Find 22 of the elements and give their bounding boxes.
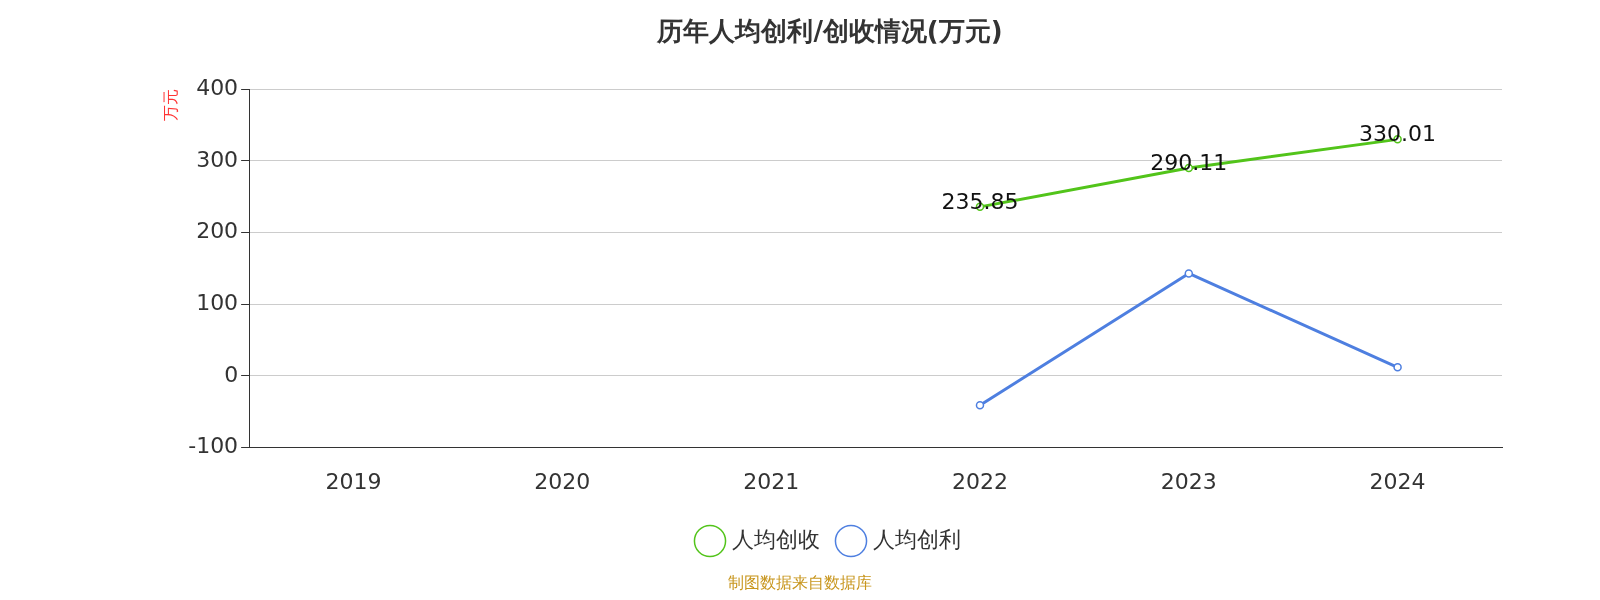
x-tick-label: 2022 xyxy=(951,468,1008,494)
x-tick-label: 2020 xyxy=(534,468,591,494)
y-tick-label: 200 xyxy=(196,218,239,244)
y-tick-label: 0 xyxy=(224,361,239,387)
y-tick-label: -100 xyxy=(188,433,239,459)
legend-label: 人均创利 xyxy=(873,526,961,552)
legend-label: 人均创收 xyxy=(732,526,820,552)
data-label: 330.01 xyxy=(1359,121,1437,147)
point xyxy=(975,401,985,410)
data-label: 235.85 xyxy=(941,188,1019,214)
y-tick-label: 100 xyxy=(196,289,239,315)
y-tick-label: 400 xyxy=(196,74,239,100)
point xyxy=(1184,269,1194,278)
point xyxy=(1393,363,1402,372)
y-tick-label: 300 xyxy=(196,146,239,172)
x-tick-label: 2023 xyxy=(1160,468,1217,494)
text: 制图数据来自数据库 xyxy=(728,573,872,593)
x-tick-label: 2019 xyxy=(325,468,382,494)
y-axis-title: 万元 xyxy=(160,89,180,122)
x-tick-label: 2021 xyxy=(743,468,800,494)
chart-title: 历年人均创利/创收情况(万元) xyxy=(656,16,1003,47)
x-tick-label: 2024 xyxy=(1369,468,1426,494)
